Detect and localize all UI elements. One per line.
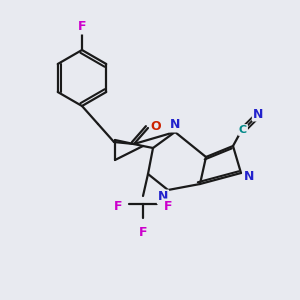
Text: O: O <box>151 119 161 133</box>
Text: F: F <box>114 200 122 212</box>
Text: C: C <box>239 125 247 135</box>
Text: N: N <box>253 107 263 121</box>
Text: N: N <box>158 190 168 203</box>
Text: N: N <box>244 169 254 182</box>
Text: F: F <box>139 226 147 238</box>
Text: F: F <box>164 200 172 212</box>
Text: N: N <box>170 118 180 131</box>
Text: F: F <box>78 20 86 34</box>
